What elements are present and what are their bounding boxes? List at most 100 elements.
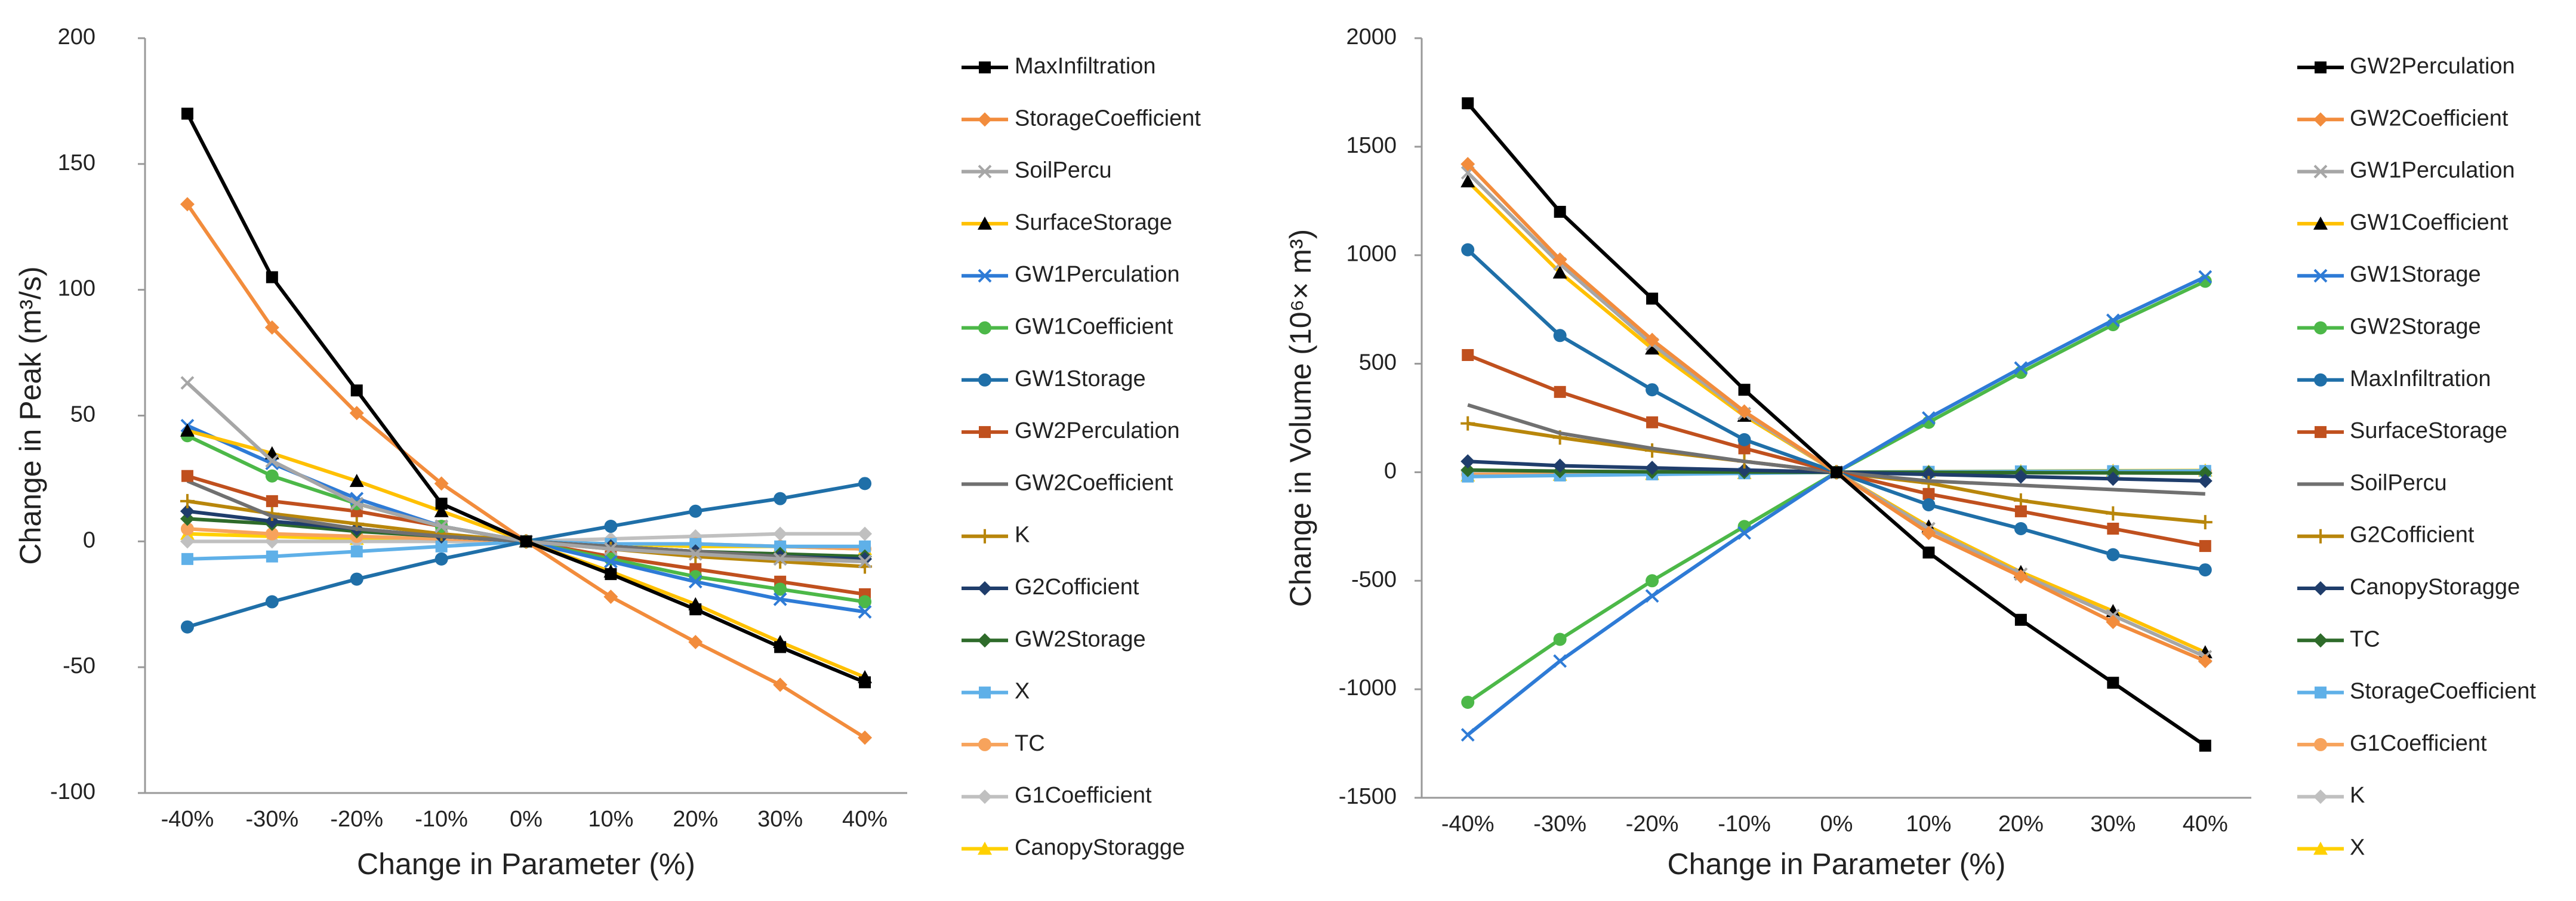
marker	[1554, 385, 1566, 398]
legend-label: G1Coefficient	[2350, 731, 2487, 756]
marker	[773, 526, 788, 541]
legend-marker	[2314, 373, 2327, 387]
legend-marker	[978, 789, 992, 804]
marker	[1737, 433, 1751, 446]
y-tick-label: 100	[58, 276, 95, 301]
marker	[1921, 467, 1936, 482]
y-tick-label: 1500	[1346, 133, 1397, 158]
series	[1460, 174, 2213, 659]
marker	[1460, 416, 1475, 431]
marker	[350, 545, 363, 558]
marker	[435, 498, 448, 510]
x-tick-label: 0%	[510, 807, 543, 832]
marker	[858, 554, 872, 569]
marker	[774, 582, 787, 596]
marker	[859, 676, 871, 689]
y-axis-title: Change in Volume (10⁶× m³)	[1284, 229, 1317, 607]
x-axis-title: Change in Parameter (%)	[1668, 847, 2006, 881]
series-line	[1466, 248, 2206, 572]
legend-label: GW2Coefficient	[1015, 470, 1173, 495]
x-tick-label: 10%	[1906, 811, 1951, 837]
marker	[689, 603, 702, 616]
legend-label: GW2Perculation	[2350, 54, 2515, 79]
marker	[2013, 569, 2028, 584]
marker	[605, 568, 617, 581]
legend-label: GW1Storage	[2350, 262, 2481, 287]
marker	[1922, 498, 1936, 511]
y-tick-label: 150	[58, 150, 95, 175]
marker	[1646, 383, 1659, 397]
legend-marker	[2313, 112, 2328, 127]
marker	[1646, 416, 1659, 428]
legend-marker	[979, 61, 991, 73]
series	[1462, 97, 2211, 752]
marker	[773, 677, 788, 692]
x-tick-label: 10%	[588, 807, 633, 832]
marker	[1922, 487, 1935, 500]
legend-marker	[2313, 581, 2328, 595]
marker	[180, 511, 195, 526]
marker	[350, 572, 363, 586]
y-tick-label: -1000	[1339, 675, 1397, 701]
marker	[773, 592, 787, 606]
marker	[859, 540, 871, 553]
marker	[2106, 615, 2121, 630]
y-tick-label: 2000	[1346, 24, 1397, 50]
y-tick-label: -100	[50, 779, 95, 804]
marker	[1552, 458, 1567, 473]
marker	[1646, 574, 1659, 588]
marker	[603, 542, 618, 556]
series	[181, 107, 871, 689]
legend-label: CanopyStoragge	[2350, 575, 2520, 600]
y-axis-title: Change in Peak (m³/s)	[14, 266, 47, 564]
legend-label: MaxInfiltration	[2350, 366, 2491, 391]
legend-marker	[978, 529, 992, 544]
y-tick-label: 0	[83, 527, 95, 553]
y-tick-label: -1500	[1339, 784, 1397, 809]
marker	[2014, 505, 2027, 517]
marker	[858, 604, 872, 619]
marker	[603, 590, 618, 604]
legend-marker	[2313, 841, 2328, 855]
marker	[1831, 466, 1842, 479]
x-tick-label: -20%	[330, 807, 383, 832]
marker	[1460, 728, 1475, 742]
marker	[773, 552, 787, 566]
x-tick-label: -40%	[161, 807, 214, 832]
marker	[858, 595, 872, 609]
marker	[858, 477, 872, 490]
series	[1460, 156, 2213, 668]
marker	[604, 520, 618, 533]
series	[180, 197, 873, 745]
legend-label: K	[2350, 783, 2365, 808]
legend-marker	[978, 581, 992, 595]
marker	[1460, 462, 1475, 477]
legend-marker	[2315, 426, 2327, 439]
legend-marker	[2314, 321, 2327, 335]
x-tick-label: -20%	[1626, 811, 1679, 837]
series	[1460, 166, 2213, 664]
marker	[266, 550, 278, 563]
x-axis-title: Change in Parameter (%)	[357, 847, 695, 881]
marker	[349, 406, 364, 421]
legend-label: StorageCoefficient	[2350, 679, 2536, 704]
legend-marker	[2315, 61, 2327, 73]
legend-marker	[978, 269, 992, 283]
legend-label: SurfaceStorage	[1015, 210, 1172, 235]
legend-marker	[2313, 165, 2328, 179]
legend-label: GW2Storage	[1015, 627, 1146, 652]
legend-label: GW2Coefficient	[2350, 106, 2509, 131]
marker	[350, 496, 364, 511]
series-line	[1466, 162, 2206, 663]
legend-label: SoilPercu	[2350, 470, 2447, 495]
legend-label: SoilPercu	[1015, 158, 1112, 183]
legend-marker	[978, 841, 992, 855]
legend-label: GW2Storage	[2350, 314, 2481, 340]
marker	[2198, 465, 2213, 480]
legend-marker	[2313, 269, 2328, 283]
series	[1462, 349, 2211, 553]
marker	[1646, 292, 1659, 305]
legend-label: G1Coefficient	[1015, 783, 1152, 808]
legend-label: GW1Coefficient	[2350, 210, 2509, 235]
y-tick-label: 200	[58, 24, 95, 50]
